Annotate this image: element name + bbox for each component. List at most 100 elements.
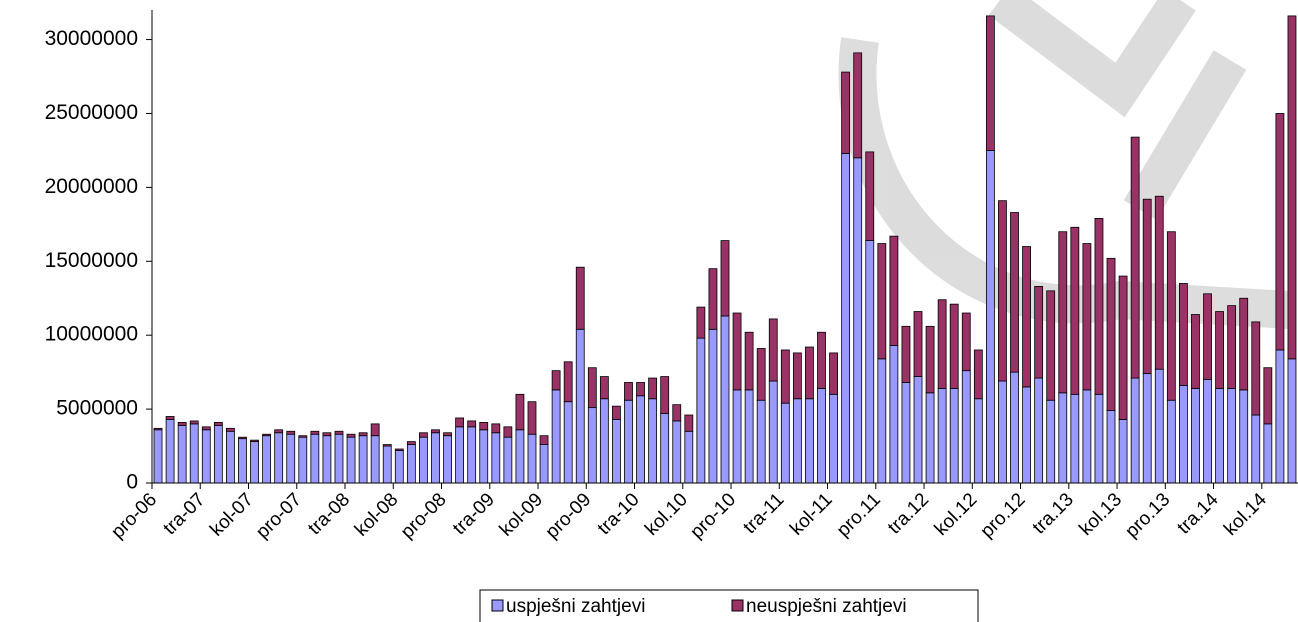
- bar-segment: [1106, 410, 1116, 484]
- bar-segment: [322, 435, 332, 484]
- bar-segment: [720, 315, 730, 484]
- bar-segment: [949, 303, 959, 389]
- bar-segment: [250, 439, 259, 443]
- bar-segment: [1166, 399, 1176, 484]
- bar-segment: [1058, 392, 1068, 484]
- x-tick-label: tra-11: [739, 489, 788, 538]
- x-tick-label: tra-08: [304, 489, 354, 539]
- x-tick-label: pro.12: [977, 489, 1030, 542]
- bar-segment: [1130, 377, 1140, 484]
- bar-segment: [539, 444, 549, 484]
- bar-segment: [503, 436, 513, 484]
- bar-segment: [491, 423, 501, 434]
- bar-segment: [1022, 386, 1031, 484]
- bar-segment: [1034, 377, 1044, 484]
- bar-segment: [1046, 290, 1056, 401]
- bar-segment: [612, 405, 621, 420]
- x-tick-label: pro-08: [397, 489, 451, 543]
- x-tick-label: kol.13: [1075, 489, 1126, 540]
- x-tick-label: kol.14: [1220, 489, 1271, 540]
- bar-segment: [780, 349, 790, 404]
- bar-segment: [443, 432, 452, 437]
- bar-segment: [551, 389, 561, 484]
- bar-segment: [973, 398, 983, 484]
- bar-segment: [467, 420, 477, 428]
- bar-segment: [768, 318, 778, 382]
- bar-segment: [274, 432, 284, 484]
- bar-segment: [1275, 349, 1285, 484]
- bar-segment: [756, 348, 766, 401]
- bar-segment: [672, 420, 682, 484]
- bar-segment: [744, 389, 754, 484]
- bar-segment: [973, 349, 983, 400]
- bar-segment: [1191, 387, 1200, 484]
- bar-segment: [805, 346, 814, 400]
- bar-segment: [901, 382, 911, 484]
- bar-segment: [165, 416, 175, 420]
- bar-segment: [841, 152, 851, 484]
- bar-segment: [901, 325, 911, 383]
- bar-segment: [419, 436, 428, 484]
- bar-segment: [575, 328, 585, 484]
- bar-segment: [1082, 389, 1092, 484]
- bar-segment: [696, 306, 706, 339]
- bar-segment: [1287, 358, 1297, 484]
- bar-segment: [226, 427, 235, 432]
- bar-segment: [1239, 389, 1249, 484]
- bar-segment: [648, 398, 658, 484]
- bar-segment: [1130, 136, 1140, 379]
- bar-segment: [310, 430, 320, 435]
- legend-label: uspješni zahtjevi: [506, 596, 645, 617]
- bar-segment: [768, 380, 778, 484]
- bar-segment: [406, 441, 416, 445]
- bar-segment: [780, 402, 790, 484]
- bar-segment: [1227, 387, 1237, 484]
- bar-segment: [455, 426, 465, 484]
- bar-segment: [310, 433, 320, 484]
- bar-segment: [298, 435, 308, 438]
- bar-segment: [1203, 379, 1212, 484]
- bar-segment: [213, 424, 223, 484]
- bar-segment: [660, 376, 670, 414]
- bar-segment: [865, 240, 875, 484]
- bar-segment: [961, 312, 971, 372]
- bar-segment: [1118, 275, 1128, 420]
- x-tick-label: tra.12: [884, 489, 933, 538]
- bar-segment: [358, 432, 368, 437]
- bar-segment: [889, 235, 899, 346]
- bar-segment: [563, 401, 573, 484]
- bar-segment: [1022, 246, 1031, 388]
- x-tick-label: kol.10: [641, 489, 692, 540]
- y-tick-label: 10000000: [45, 323, 138, 346]
- bar-segment: [238, 438, 247, 484]
- bar-segment: [563, 361, 573, 403]
- x-tick-label: kol-07: [206, 489, 257, 540]
- bar-segment: [479, 421, 489, 431]
- bar-segment: [1179, 385, 1188, 484]
- bar-segment: [587, 407, 597, 484]
- legend-swatch: [731, 599, 744, 612]
- bar-segment: [599, 376, 609, 400]
- bar-segment: [732, 389, 742, 484]
- bar-segment: [660, 413, 670, 484]
- bar-segment: [165, 419, 175, 484]
- bar-segment: [1215, 387, 1224, 484]
- bar-segment: [817, 387, 826, 484]
- bar-segment: [382, 445, 392, 484]
- bar-segment: [937, 387, 947, 484]
- x-tick-label: pro-06: [107, 489, 161, 543]
- bar-segment: [672, 404, 682, 422]
- bar-segment: [998, 380, 1007, 484]
- y-tick-label: 5000000: [56, 397, 138, 420]
- x-tick-label: tra.14: [1173, 489, 1223, 539]
- bar-segment: [1034, 286, 1044, 379]
- bar-segment: [431, 429, 440, 434]
- watermark-stroke: [1123, 50, 1247, 220]
- bar-segment: [949, 387, 959, 484]
- bar-segment: [744, 331, 754, 391]
- bar-segment: [515, 429, 525, 484]
- y-tick-label: 20000000: [45, 175, 138, 198]
- bar-segment: [817, 331, 826, 389]
- x-tick-label: pro-07: [252, 489, 306, 543]
